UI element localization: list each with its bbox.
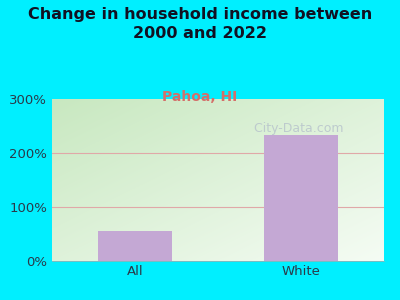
Text: City-Data.com: City-Data.com — [246, 122, 343, 135]
Bar — [264, 135, 338, 261]
Text: Pahoa, HI: Pahoa, HI — [162, 90, 238, 104]
Bar — [98, 231, 172, 261]
Text: Change in household income between
2000 and 2022: Change in household income between 2000 … — [28, 8, 372, 41]
